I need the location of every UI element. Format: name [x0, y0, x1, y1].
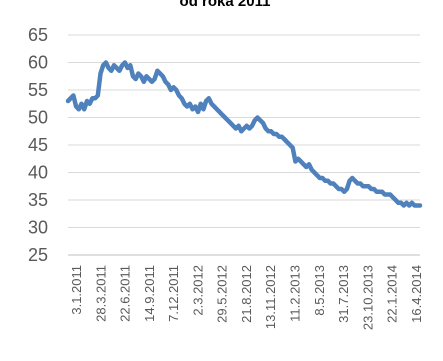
- x-tick-label: 2.3.2012: [190, 265, 205, 316]
- x-tick-label: 3.1.2011: [69, 265, 84, 315]
- x-tick-label: 29.5.2012: [215, 265, 230, 323]
- x-tick-label: 28.3.2011: [93, 265, 108, 322]
- y-tick-label: 40: [28, 163, 48, 183]
- y-tick-label: 25: [28, 245, 48, 265]
- x-axis-ticks: 3.1.2011 28.3.2011 22.6.2011 14.9.2011 7.12.…: [69, 265, 424, 330]
- y-tick-label: 65: [28, 25, 48, 45]
- series-line: [65, 60, 423, 208]
- y-axis-ticks: 25 30 35 40 45 50 55 60 65: [28, 25, 48, 265]
- x-tick-label: 22.1.2014: [385, 265, 400, 323]
- x-tick-label: 16.4.2014: [409, 265, 424, 323]
- x-tick-label: 23.10.2013: [360, 265, 375, 330]
- x-tick-label: 14.9.2011: [142, 265, 157, 322]
- x-tick-label: 11.2.2013: [287, 265, 302, 322]
- y-tick-label: 60: [28, 53, 48, 73]
- y-tick-label: 55: [28, 80, 48, 100]
- x-tick-label: 8.5.2013: [312, 265, 327, 316]
- y-tick-label: 30: [28, 218, 48, 238]
- y-tick-label: 35: [28, 190, 48, 210]
- y-tick-label: 45: [28, 135, 48, 155]
- x-tick-label: 22.6.2011: [118, 265, 133, 322]
- y-tick-label: 50: [28, 108, 48, 128]
- x-tick-label: 13.11.2012: [263, 265, 278, 329]
- x-tick-label: 21.8.2012: [239, 265, 254, 323]
- x-tick-label: 31.7.2013: [336, 265, 351, 323]
- x-tick-label: 7.12.2011: [166, 265, 181, 322]
- chart-title: od roka 2011: [180, 0, 271, 10]
